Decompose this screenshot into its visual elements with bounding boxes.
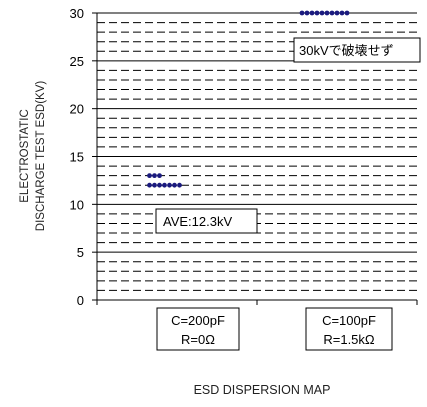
- y-tick-label: 25: [70, 54, 84, 69]
- annotation-no-breakdown-text: 30kVで破壊せず: [299, 43, 394, 58]
- y-tick-label: 15: [70, 150, 84, 165]
- category-label-2-line-1: C=100pF: [322, 313, 376, 328]
- data-point: [177, 182, 182, 188]
- data-point: [152, 182, 157, 188]
- data-point: [319, 10, 325, 16]
- data-point: [147, 173, 152, 179]
- data-point: [339, 10, 345, 16]
- y-axis-title-line-1: ELECTROSTATIC: [19, 109, 31, 203]
- data-point: [147, 182, 152, 188]
- annotation-no-breakdown-box: [293, 37, 421, 63]
- annotation-average-text: AVE:12.3kV: [163, 214, 232, 229]
- data-point: [172, 182, 177, 188]
- y-tick-labels: 0 5 10 15 20 25 30: [70, 6, 97, 308]
- category-label-2: C=100pF R=1.5kΩ: [305, 307, 393, 351]
- y-tick-label: 10: [70, 197, 84, 212]
- category-label-1-box: [156, 307, 240, 351]
- annotation-no-breakdown: 30kVで破壊せず: [293, 37, 421, 63]
- category-label-2-line-2: R=1.5kΩ: [323, 332, 375, 347]
- y-tick-label: 20: [70, 102, 84, 117]
- category-label-1: C=200pF R=0Ω: [156, 307, 240, 351]
- category-label-1-line-2: R=0Ω: [181, 332, 215, 347]
- data-point: [167, 182, 172, 188]
- data-point: [157, 173, 162, 179]
- category-label-2-box: [305, 307, 393, 351]
- data-point: [309, 10, 315, 16]
- x-axis-ticks: [96, 300, 418, 305]
- data-point: [344, 10, 350, 16]
- y-tick-label: 30: [70, 6, 84, 21]
- y-tick-label: 5: [77, 245, 84, 260]
- data-point: [329, 10, 335, 16]
- data-point: [314, 10, 320, 16]
- y-tick-label: 0: [77, 293, 84, 308]
- y-axis-title-line-2: DISCHARGE TEST ESD(KV): [35, 81, 47, 232]
- category-label-1-line-1: C=200pF: [171, 313, 225, 328]
- data-point: [157, 182, 162, 188]
- data-point: [304, 10, 310, 16]
- data-points: [147, 10, 350, 188]
- data-point: [334, 10, 340, 16]
- data-point: [299, 10, 305, 16]
- data-point: [152, 173, 157, 179]
- data-point: [324, 10, 330, 16]
- annotation-average-box: [155, 208, 258, 234]
- x-axis-title: ESD DISPERSION MAP: [194, 383, 331, 397]
- data-point: [162, 182, 167, 188]
- annotation-average: AVE:12.3kV: [155, 208, 258, 234]
